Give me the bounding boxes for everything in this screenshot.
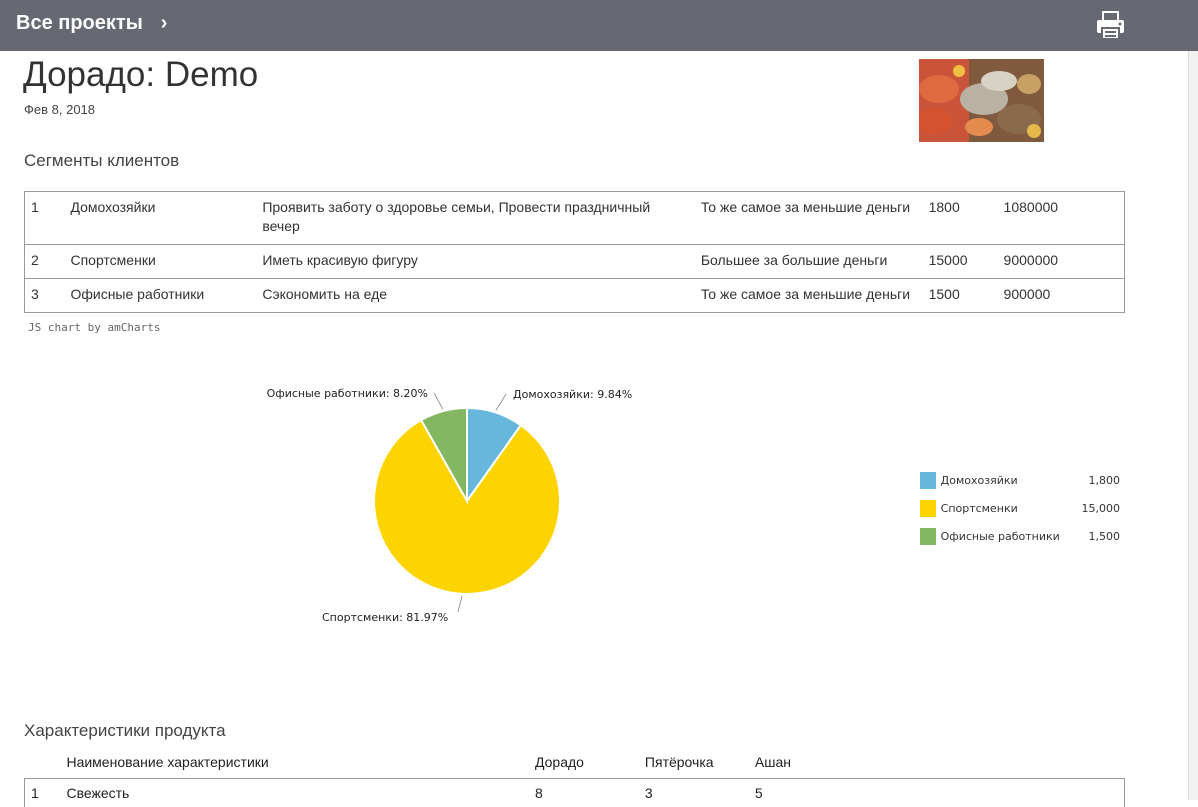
header-characteristic: Наименование характеристики [60,748,529,779]
legend-value: 1,500 [1069,530,1120,543]
legend-label: Офисные работники [941,530,1070,543]
row-number: 1 [25,779,61,807]
legend-value: 1,800 [1069,474,1120,487]
slice-label-connector [458,596,462,612]
table-header-row: Наименование характеристики Дорадо Пятёр… [25,748,1125,779]
legend-label: Домохозяйки [941,474,1070,487]
pyaterochka-score: 3 [639,779,749,807]
characteristic-name: Свежесть [60,779,529,807]
header-dorado: Дорадо [529,748,639,779]
legend-swatch [920,500,936,517]
slice-label-connector [496,394,506,410]
table-row: 1 Свежесть 8 3 5 [25,779,1125,807]
legend-value: 15,000 [1069,502,1120,515]
characteristics-table: Наименование характеристики Дорадо Пятёр… [24,748,1125,807]
header-auchan: Ашан [749,748,1125,779]
slice-label-connector [434,393,443,409]
slice-label: Офисные работники: 8.20% [267,387,428,400]
header-cell-empty [25,748,61,779]
legend-swatch [920,528,936,545]
auchan-score: 5 [749,779,1125,807]
header-pyaterochka: Пятёрочка [639,748,749,779]
dorado-score: 8 [529,779,639,807]
legend-label: Спортсменки [941,502,1070,515]
characteristics-heading: Характеристики продукта [24,721,226,741]
slice-label: Спортсменки: 81.97% [322,611,448,624]
legend-swatch [920,472,936,489]
slice-label: Домохозяйки: 9.84% [513,388,632,401]
